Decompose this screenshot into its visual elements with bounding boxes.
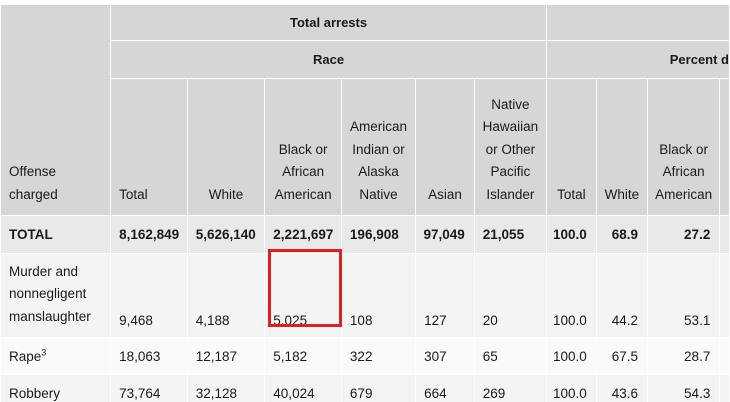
offense-murder-line2: nonnegligent [9,286,87,301]
col-header-pct-white: White [595,78,649,216]
cell-murder-black: 5,025 [264,253,342,338]
cell-total-total: 8,162,849 [110,215,188,254]
total-arrests-group-header: Total arrests [110,4,548,41]
cell-total-asian: 97,049 [415,215,475,254]
col-header-pct-black-line1: Black or [659,141,709,157]
col-header-asian: Asian [415,78,475,216]
col-header-nh-line3: or Other [485,141,536,157]
offense-robbery: Robbery [0,374,112,402]
cell-rape-white: 12,187 [186,337,266,375]
cell-robbery-american-indian: 679 [340,374,417,402]
cell-murder-white: 4,188 [186,253,266,338]
cell-total-native-hawaiian: 21,055 [473,215,548,254]
cell-total-pct-white: 68.9 [595,215,649,254]
offense-charged-header-line1: Offense [9,164,57,179]
cell-robbery-cutoff [719,374,730,402]
offense-rape: Rape3 [0,337,112,375]
cell-rape-black: 5,182 [264,337,342,375]
percent-group-header: Percent d [546,40,730,79]
cell-robbery-pct-white: 43.6 [595,374,649,402]
cell-murder-native-hawaiian: 20 [473,253,548,338]
cell-total-american-indian: 196,908 [340,215,417,254]
arrests-by-race-table: Offense charged Total arrests Race Perce… [0,4,730,402]
offense-charged-header-line2: charged [9,186,58,202]
header-row-race: Race Percent d [0,40,730,79]
cell-murder-asian: 127 [415,253,475,338]
cell-robbery-white: 32,128 [186,374,266,402]
offense-murder-line3: manslaughter [9,308,91,324]
col-header-pct-black: Black or African American [647,78,721,216]
col-header-native-hawaiian: Native Hawaiian or Other Pacific Islande… [473,78,548,216]
offense-rape-label: Rape [9,348,42,364]
col-header-ai-line1: American [350,119,408,134]
cell-murder-cutoff [719,253,730,338]
cell-robbery-native-hawaiian: 269 [473,374,548,402]
col-header-white: White [186,78,266,216]
cell-murder-pct-white: 44.2 [595,253,649,338]
race-group-header: Race [110,40,548,79]
col-header-total: Total [110,78,188,216]
col-header-ai-line2: Indian or [352,141,405,157]
table-row-robbery: Robbery 73,764 32,128 40,024 679 664 269… [0,374,730,402]
col-header-nh-line1: Native [491,96,530,112]
cell-total-white: 5,626,140 [186,215,266,254]
col-header-pct-black-line2: African [662,164,705,179]
cell-rape-cutoff [719,337,730,375]
cell-total-cutoff [719,215,730,254]
table-row-murder: Murder and nonnegligent manslaughter 9,4… [0,253,730,338]
offense-murder: Murder and nonnegligent manslaughter [0,253,112,338]
table-row-total: TOTAL 8,162,849 5,626,140 2,221,697 196,… [0,215,730,254]
table-row-rape: Rape3 18,063 12,187 5,182 322 307 65 100… [0,337,730,375]
cell-robbery-pct-black: 54.3 [647,374,721,402]
cell-rape-american-indian: 322 [340,337,417,375]
col-header-black-line1: Black or [278,141,328,157]
header-row-columns: Total White Black or African American Am… [0,78,730,216]
cell-murder-pct-black: 53.1 [647,253,721,338]
offense-total: TOTAL [0,215,112,254]
col-header-ai-line3: Alaska [358,164,399,179]
col-header-ai-line4: Native [359,186,398,202]
col-header-nh-line5: Islander [486,186,535,202]
header-row-top: Offense charged Total arrests [0,4,730,216]
col-header-cutoff [719,78,730,216]
offense-murder-line1: Murder and [9,263,79,279]
cell-robbery-total: 73,764 [110,374,188,402]
cell-murder-pct-total: 100.0 [546,253,597,338]
cell-robbery-black: 40,024 [264,374,342,402]
cell-rape-native-hawaiian: 65 [473,337,548,375]
cell-murder-american-indian: 108 [340,253,417,338]
cell-robbery-pct-total: 100.0 [546,374,597,402]
cell-rape-asian: 307 [415,337,475,375]
cell-rape-pct-black: 28.7 [647,337,721,375]
cell-robbery-asian: 664 [415,374,475,402]
cell-total-pct-black: 27.2 [647,215,721,254]
rape-footnote: 3 [41,347,47,357]
col-header-pct-black-line3: American [655,186,713,202]
cell-murder-total: 9,468 [110,253,188,338]
cell-rape-total: 18,063 [110,337,188,375]
col-header-pct-total: Total [546,78,597,216]
header-top-right-blank [546,4,730,41]
col-header-black-line2: African [282,164,325,179]
col-header-black: Black or African American [264,78,342,216]
cell-rape-pct-total: 100.0 [546,337,597,375]
cell-total-pct-total: 100.0 [546,215,597,254]
col-header-nh-line4: Pacific [490,164,531,179]
col-header-american-indian: American Indian or Alaska Native [340,78,417,216]
cell-total-black: 2,221,697 [264,215,342,254]
col-header-nh-line2: Hawaiian [482,119,539,134]
cell-rape-pct-white: 67.5 [595,337,649,375]
header-corner: Offense charged [0,4,112,216]
col-header-black-line3: American [274,186,332,202]
